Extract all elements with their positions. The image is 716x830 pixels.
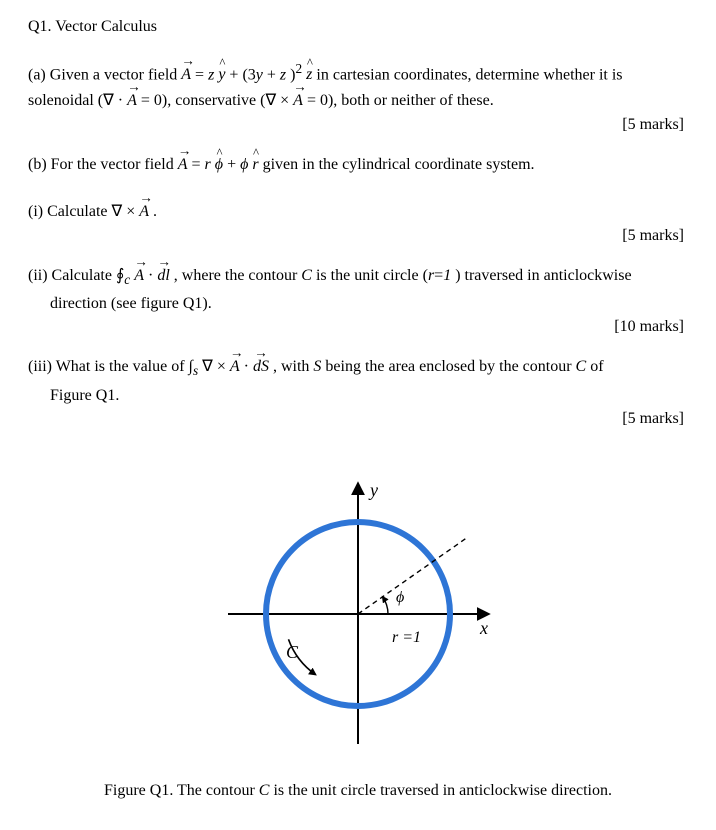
unit-phi: ^ϕ <box>215 154 223 176</box>
svg-text:ϕ: ϕ <box>396 589 404 606</box>
marks-a: [5 marks] <box>28 116 684 134</box>
question-title: Q1. Vector Calculus <box>28 18 688 36</box>
part-b-ii-line2: direction (see figure Q1). <box>28 293 688 315</box>
marks-b-iii: [5 marks] <box>28 410 684 428</box>
vec-dS: →dS <box>253 356 269 378</box>
marks-b-ii: [10 marks] <box>28 318 684 336</box>
unit-y: ^y <box>218 64 225 86</box>
part-b-i: (i) Calculate ∇ × →A . <box>28 201 688 223</box>
part-a-lead: (a) Given a vector field <box>28 66 181 83</box>
vec-A: →A <box>178 154 188 176</box>
vec-A: →A <box>181 64 191 86</box>
part-b-ii: (ii) Calculate ∮c →A · →dl , where the c… <box>28 265 688 289</box>
svg-text:C: C <box>286 642 299 662</box>
marks-b-i: [5 marks] <box>28 227 684 245</box>
vec-A: →A <box>134 265 144 287</box>
part-b-iii: (iii) What is the value of ∫s ∇ × →A · →… <box>28 356 688 380</box>
unit-circle-diagram: y x ϕ r =1 C <box>198 454 518 754</box>
figure-q1: y x ϕ r =1 C <box>28 454 688 754</box>
unit-r: ^r <box>252 154 258 176</box>
part-a-line2: solenoidal (∇ · →A = 0), conservative (∇… <box>28 90 688 112</box>
vec-A: →A <box>127 90 137 112</box>
vec-A: →A <box>139 201 149 223</box>
page: Q1. Vector Calculus (a) Given a vector f… <box>0 0 716 830</box>
part-b: (b) For the vector field →A = r ^ϕ + ϕ ^… <box>28 154 688 176</box>
svg-text:x: x <box>479 618 488 638</box>
part-b-iii-line2: Figure Q1. <box>28 385 688 407</box>
unit-z: ^z <box>306 64 312 86</box>
vec-A: →A <box>230 356 240 378</box>
vec-A: →A <box>293 90 303 112</box>
svg-text:y: y <box>368 480 378 500</box>
vec-dl: →dl <box>157 265 169 287</box>
svg-text:r =1: r =1 <box>392 629 421 646</box>
